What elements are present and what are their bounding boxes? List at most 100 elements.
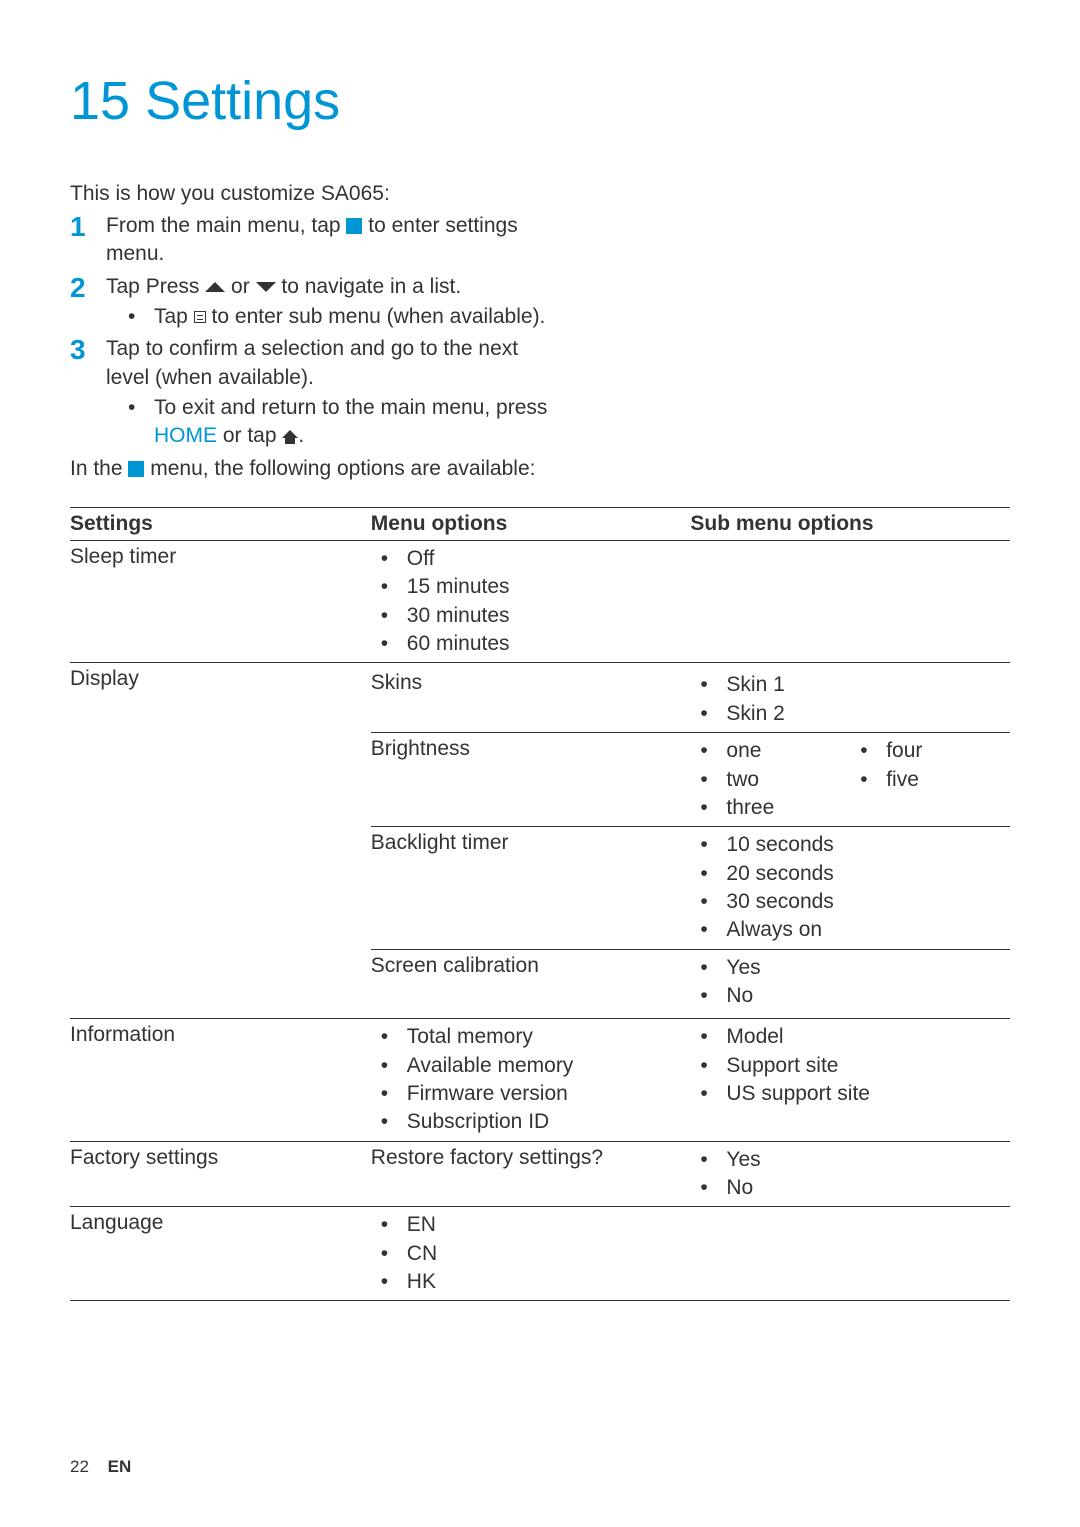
list-item: Yes	[690, 954, 1010, 982]
step-1: 1 From the main menu, tap to enter setti…	[70, 212, 550, 269]
list-item: US support site	[690, 1080, 1010, 1108]
list-item: No	[690, 982, 1010, 1010]
cell-sub: onetwothreefourfive	[690, 737, 1010, 822]
sub-bullet: To exit and return to the main menu, pre…	[106, 394, 550, 451]
cell-sub: YesNo	[690, 954, 1010, 1011]
list-item: 60 minutes	[371, 630, 683, 658]
sub-text: to enter sub menu (when available).	[206, 305, 546, 328]
page-number: 22	[70, 1457, 89, 1476]
step-text: Tap to confirm a selection and go to the…	[106, 337, 518, 388]
table-row: InformationTotal memoryAvailable memoryF…	[70, 1019, 1010, 1141]
subrow: Brightnessonetwothreefourfive	[371, 732, 1010, 826]
bullet-list: ENCNHK	[371, 1211, 683, 1296]
list-item: three	[690, 794, 850, 822]
step-text: From the main menu, tap	[106, 214, 346, 237]
sub-text: or tap	[217, 424, 282, 447]
home-icon	[282, 430, 298, 444]
cell-menu: ENCNHK	[371, 1211, 691, 1296]
sub-text: .	[298, 424, 304, 447]
bullet-list: YesNo	[690, 1146, 1010, 1203]
cell-menu: Skins	[371, 671, 691, 728]
step-number: 3	[70, 335, 106, 450]
bullet-list: 10 seconds20 seconds30 secondsAlways on	[690, 831, 1010, 944]
page-footer: 22 EN	[70, 1457, 131, 1477]
cell-menu: Screen calibration	[371, 954, 691, 1011]
home-label: HOME	[154, 424, 217, 447]
step-text: to navigate in a list.	[276, 275, 462, 298]
list-item: EN	[371, 1211, 683, 1239]
arrow-down-icon	[256, 282, 276, 292]
gear-icon	[346, 218, 362, 234]
intro-text: This is how you customize SA065:	[70, 182, 550, 206]
cell-setting: Information	[70, 1023, 371, 1136]
cell-sub: YesNo	[690, 1146, 1010, 1203]
list-item: CN	[371, 1240, 683, 1268]
table-body: Sleep timerOff15 minutes30 minutes60 min…	[70, 541, 1010, 1301]
list-item: Total memory	[371, 1023, 683, 1051]
bullet-list: onetwothree	[690, 737, 850, 822]
closing-post: menu, the following options are availabl…	[144, 457, 535, 480]
step-2: 2 Tap Press or to navigate in a list. Ta…	[70, 273, 550, 332]
list-item: Skin 1	[690, 671, 1010, 699]
cell-menu: Brightness	[371, 737, 691, 822]
cell-sub	[690, 545, 1010, 658]
list-item: Skin 2	[690, 700, 1010, 728]
list-item: Off	[371, 545, 683, 573]
step-number: 2	[70, 273, 106, 332]
list-item: two	[690, 766, 850, 794]
cell-sub: Skin 1Skin 2	[690, 671, 1010, 728]
settings-table: Settings Menu options Sub menu options S…	[70, 507, 1010, 1301]
two-col-list: onetwothreefourfive	[690, 737, 1010, 822]
sub-text: Tap	[154, 305, 194, 328]
list-item: 30 seconds	[690, 888, 1010, 916]
list-item: Firmware version	[371, 1080, 683, 1108]
list-item: Support site	[690, 1052, 1010, 1080]
subrow: Screen calibrationYesNo	[371, 949, 1010, 1015]
cell-sub: 10 seconds20 seconds30 secondsAlways on	[690, 831, 1010, 944]
table-row: LanguageENCNHK	[70, 1207, 1010, 1301]
cell-setting: Factory settings	[70, 1146, 371, 1203]
list-item: Always on	[690, 916, 1010, 944]
cell-setting: Display	[70, 667, 371, 1014]
th-settings: Settings	[70, 512, 371, 536]
lang-code: EN	[108, 1457, 132, 1476]
cell-setting: Language	[70, 1211, 371, 1296]
list-item: 20 seconds	[690, 860, 1010, 888]
step-number: 1	[70, 212, 106, 269]
closing-text: In the menu, the following options are a…	[70, 455, 550, 483]
list-item: Subscription ID	[371, 1108, 683, 1136]
list-item: Model	[690, 1023, 1010, 1051]
list-item: five	[850, 766, 1010, 794]
bullet-list: fourfive	[850, 737, 1010, 822]
cell-menu: Restore factory settings?	[371, 1146, 691, 1203]
subrow-group: SkinsSkin 1Skin 2Brightnessonetwothreefo…	[371, 667, 1010, 1014]
table-header: Settings Menu options Sub menu options	[70, 507, 1010, 541]
bullet-list: YesNo	[690, 954, 1010, 1011]
step-text: Tap Press	[106, 275, 205, 298]
bullet-list: ModelSupport siteUS support site	[690, 1023, 1010, 1108]
list-item: Yes	[690, 1146, 1010, 1174]
closing-pre: In the	[70, 457, 128, 480]
cell-sub: ModelSupport siteUS support site	[690, 1023, 1010, 1136]
list-item: four	[850, 737, 1010, 765]
step-3: 3 Tap to confirm a selection and go to t…	[70, 335, 550, 450]
cell-menu: Off15 minutes30 minutes60 minutes	[371, 545, 691, 658]
th-sub-menu-options: Sub menu options	[690, 512, 1010, 536]
list-item: 30 minutes	[371, 602, 683, 630]
cell-sub	[690, 1211, 1010, 1296]
list-item: No	[690, 1174, 1010, 1202]
menu-icon	[194, 311, 206, 323]
list-item: Available memory	[371, 1052, 683, 1080]
arrow-up-icon	[205, 282, 225, 292]
cell-setting: Sleep timer	[70, 545, 371, 658]
bullet-list: Off15 minutes30 minutes60 minutes	[371, 545, 683, 658]
subrow: SkinsSkin 1Skin 2	[371, 667, 1010, 732]
th-menu-options: Menu options	[371, 512, 691, 536]
steps-list: 1 From the main menu, tap to enter setti…	[70, 212, 550, 451]
page-heading: 15 Settings	[70, 70, 1010, 132]
list-item: 15 minutes	[371, 573, 683, 601]
table-row: Sleep timerOff15 minutes30 minutes60 min…	[70, 541, 1010, 663]
list-item: one	[690, 737, 850, 765]
cell-text: Restore factory settings?	[371, 1146, 603, 1169]
subrow: Backlight timer10 seconds20 seconds30 se…	[371, 826, 1010, 948]
